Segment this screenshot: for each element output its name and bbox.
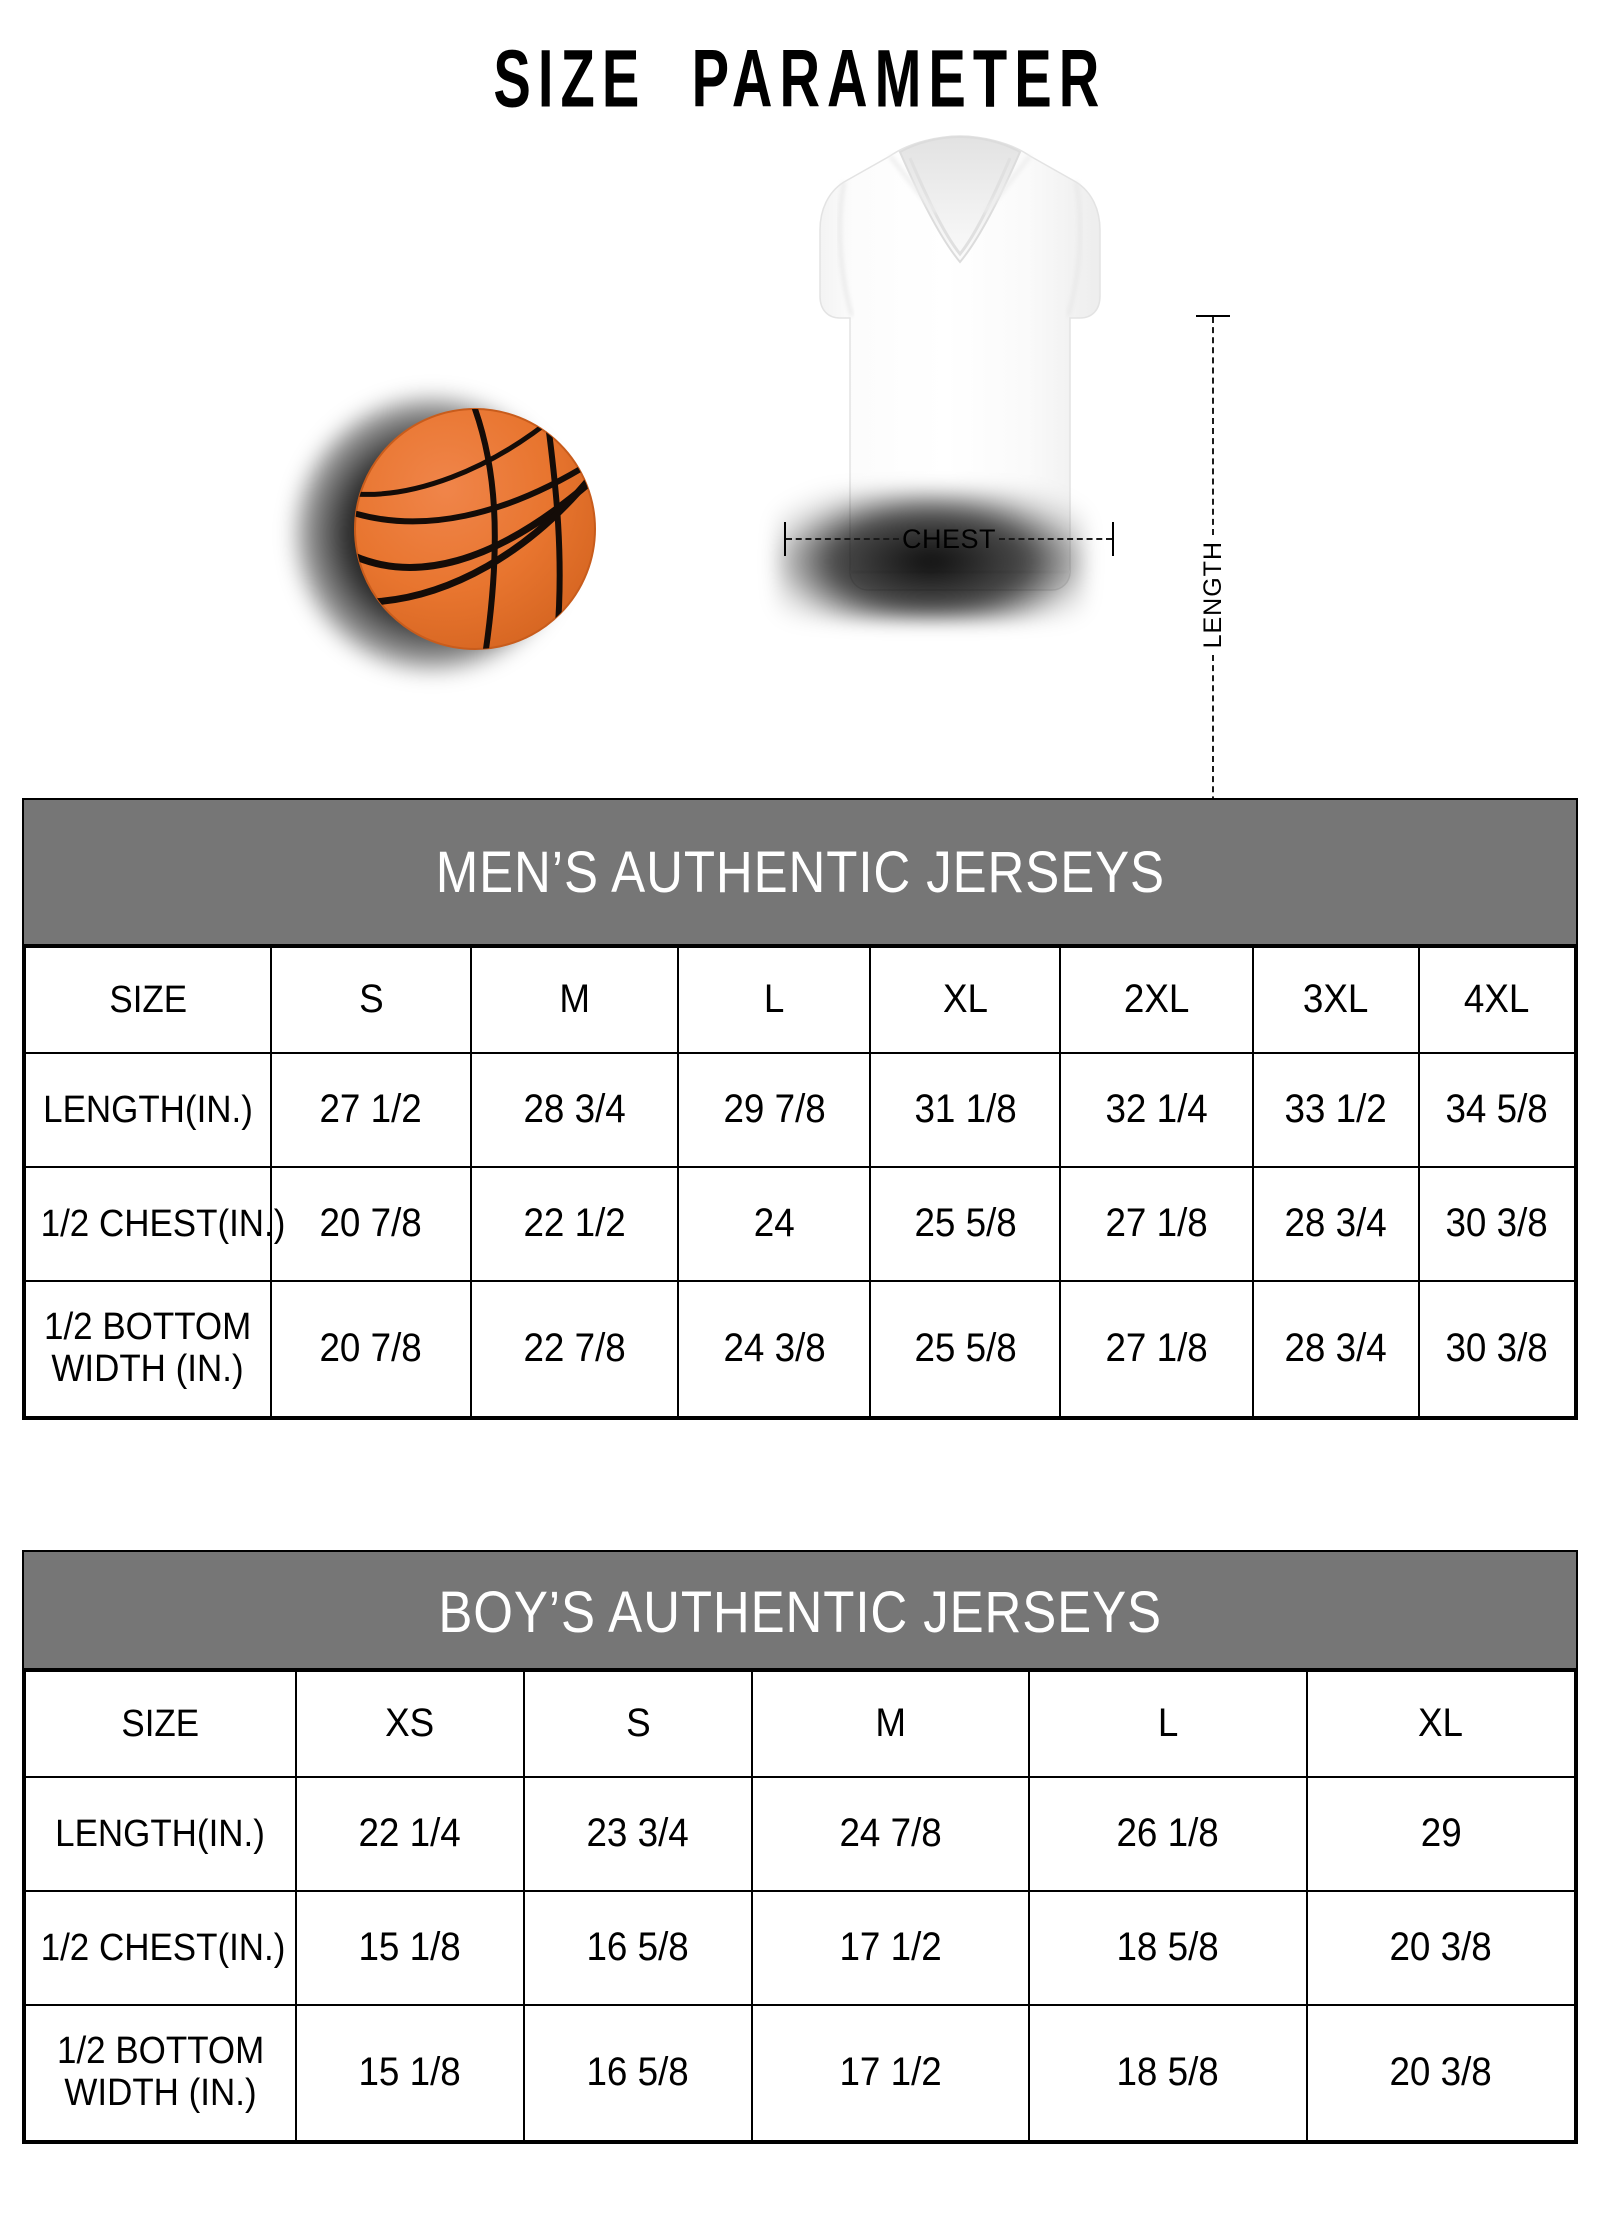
row-label-half-bottom-width: 1/2 BOTTOM WIDTH (IN.) bbox=[24, 2004, 297, 2142]
cell-bottom-m: 22 7/8 bbox=[470, 1280, 680, 1418]
column-header-2xl: 2XL bbox=[1059, 946, 1254, 1054]
cell-bottom-xs: 15 1/8 bbox=[294, 2004, 525, 2142]
mens-size-table-block: MEN’S AUTHENTIC JERSEYS SIZE S M L XL 2X… bbox=[22, 798, 1578, 1420]
cell-bottom-l: 24 3/8 bbox=[677, 1280, 872, 1418]
boys-table-heading: BOY’S AUTHENTIC JERSEYS bbox=[24, 1552, 1576, 1670]
cell-length-l: 29 7/8 bbox=[677, 1052, 872, 1168]
chest-dimension-label: CHEST bbox=[902, 523, 997, 554]
cell-length-s: 27 1/2 bbox=[269, 1052, 473, 1168]
cell-chest-xl: 20 3/8 bbox=[1305, 1890, 1577, 2006]
page-title: SIZE PARAMETER bbox=[493, 33, 1107, 125]
cell-length-4xl: 34 5/8 bbox=[1418, 1052, 1576, 1168]
table-row: 1/2 CHEST(IN.) 20 7/8 22 1/2 24 25 5/8 2… bbox=[24, 1166, 1576, 1282]
cell-bottom-s: 16 5/8 bbox=[522, 2004, 754, 2142]
cell-length-m: 28 3/4 bbox=[470, 1052, 680, 1168]
column-header-size: SIZE bbox=[24, 1670, 297, 1778]
mens-table-heading-text: MEN’S AUTHENTIC JERSEYS bbox=[435, 840, 1165, 905]
cell-length-s: 23 3/4 bbox=[522, 1776, 754, 1892]
cell-bottom-l: 18 5/8 bbox=[1028, 2004, 1308, 2142]
cell-bottom-xl: 20 3/8 bbox=[1305, 2004, 1577, 2142]
length-dimension-label: LENGTH bbox=[1198, 541, 1227, 649]
chest-dimension-line: CHEST bbox=[784, 522, 1115, 556]
table-row: LENGTH(IN.) 27 1/2 28 3/4 29 7/8 31 1/8 … bbox=[24, 1052, 1576, 1168]
cell-length-xl: 29 bbox=[1305, 1776, 1577, 1892]
table-header-row: SIZE XS S M L XL bbox=[24, 1670, 1577, 1778]
row-label-line1: 1/2 BOTTOM bbox=[56, 2029, 264, 2072]
row-label-line2: WIDTH (IN.) bbox=[64, 2072, 257, 2115]
cell-chest-4xl: 30 3/8 bbox=[1418, 1166, 1576, 1282]
chest-dim-cap-left bbox=[784, 522, 786, 556]
row-label-length: LENGTH(IN.) bbox=[24, 1052, 272, 1168]
column-header-size: SIZE bbox=[24, 946, 272, 1054]
boys-size-table: SIZE XS S M L XL LENGTH(IN.) 22 1/4 23 3… bbox=[24, 1670, 1577, 2142]
cell-chest-s: 16 5/8 bbox=[522, 1890, 754, 2006]
cell-bottom-4xl: 30 3/8 bbox=[1418, 1280, 1576, 1418]
cell-chest-m: 22 1/2 bbox=[470, 1166, 680, 1282]
boys-table-heading-text: BOY’S AUTHENTIC JERSEYS bbox=[438, 1580, 1162, 1645]
column-header-m: M bbox=[751, 1670, 1031, 1778]
column-header-l: L bbox=[677, 946, 872, 1054]
column-header-s: S bbox=[269, 946, 473, 1054]
cell-chest-s: 20 7/8 bbox=[269, 1166, 473, 1282]
table-row: LENGTH(IN.) 22 1/4 23 3/4 24 7/8 26 1/8 … bbox=[24, 1776, 1577, 1892]
jersey-graphic bbox=[740, 120, 1180, 700]
jersey-shadow bbox=[776, 490, 1086, 620]
basketball-graphic bbox=[296, 390, 630, 690]
cell-bottom-xl: 25 5/8 bbox=[869, 1280, 1062, 1418]
column-header-xl: XL bbox=[869, 946, 1062, 1054]
table-row: 1/2 BOTTOM WIDTH (IN.) 15 1/8 16 5/8 17 … bbox=[24, 2004, 1577, 2142]
length-dim-cap-top bbox=[1196, 315, 1230, 317]
row-label-line1: 1/2 BOTTOM bbox=[44, 1305, 252, 1348]
cell-length-m: 24 7/8 bbox=[751, 1776, 1031, 1892]
cell-bottom-2xl: 27 1/8 bbox=[1059, 1280, 1254, 1418]
basketball-icon bbox=[354, 408, 596, 650]
cell-length-3xl: 33 1/2 bbox=[1251, 1052, 1421, 1168]
cell-chest-3xl: 28 3/4 bbox=[1251, 1166, 1421, 1282]
table-row: 1/2 BOTTOM WIDTH (IN.) 20 7/8 22 7/8 24 … bbox=[24, 1280, 1576, 1418]
mens-size-table: SIZE S M L XL 2XL 3XL 4XL LENGTH(IN.) 27… bbox=[24, 946, 1576, 1418]
boys-size-table-block: BOY’S AUTHENTIC JERSEYS SIZE XS S M L XL… bbox=[22, 1550, 1578, 2144]
cell-chest-2xl: 27 1/8 bbox=[1059, 1166, 1254, 1282]
page-title-container: SIZE PARAMETER bbox=[0, 38, 1600, 120]
cell-bottom-3xl: 28 3/4 bbox=[1251, 1280, 1421, 1418]
row-label-half-chest: 1/2 CHEST(IN.) bbox=[24, 1890, 297, 2006]
cell-length-xl: 31 1/8 bbox=[869, 1052, 1062, 1168]
cell-chest-xs: 15 1/8 bbox=[294, 1890, 525, 2006]
illustration-area: CHEST LENGTH bbox=[0, 135, 1600, 875]
column-header-xs: XS bbox=[294, 1670, 525, 1778]
row-label-half-chest: 1/2 CHEST(IN.) bbox=[24, 1166, 285, 1282]
table-header-row: SIZE S M L XL 2XL 3XL 4XL bbox=[24, 946, 1576, 1054]
cell-length-2xl: 32 1/4 bbox=[1059, 1052, 1254, 1168]
cell-length-xs: 22 1/4 bbox=[294, 1776, 525, 1892]
chest-dim-dash-left bbox=[786, 538, 899, 540]
cell-bottom-m: 17 1/2 bbox=[751, 2004, 1031, 2142]
column-header-4xl: 4XL bbox=[1418, 946, 1576, 1054]
cell-chest-m: 17 1/2 bbox=[751, 1890, 1031, 2006]
cell-chest-l: 24 bbox=[677, 1166, 872, 1282]
length-dim-dash-top bbox=[1212, 317, 1214, 536]
row-label-half-bottom-width: 1/2 BOTTOM WIDTH (IN.) bbox=[24, 1280, 272, 1418]
mens-table-heading: MEN’S AUTHENTIC JERSEYS bbox=[24, 800, 1576, 946]
cell-chest-xl: 25 5/8 bbox=[869, 1166, 1062, 1282]
chest-dim-dash-right bbox=[999, 538, 1113, 540]
column-header-s: S bbox=[522, 1670, 754, 1778]
chest-dim-cap-right bbox=[1112, 522, 1115, 556]
length-dimension-line: LENGTH bbox=[1196, 315, 1230, 875]
row-label-line2: WIDTH (IN.) bbox=[51, 1348, 244, 1391]
cell-chest-l: 18 5/8 bbox=[1028, 1890, 1308, 2006]
column-header-3xl: 3XL bbox=[1251, 946, 1421, 1054]
row-label-length: LENGTH(IN.) bbox=[24, 1776, 297, 1892]
cell-bottom-s: 20 7/8 bbox=[269, 1280, 473, 1418]
cell-length-l: 26 1/8 bbox=[1028, 1776, 1308, 1892]
column-header-m: M bbox=[470, 946, 680, 1054]
table-row: 1/2 CHEST(IN.) 15 1/8 16 5/8 17 1/2 18 5… bbox=[24, 1890, 1577, 2006]
column-header-l: L bbox=[1028, 1670, 1308, 1778]
length-dim-dash-bottom bbox=[1212, 654, 1214, 873]
column-header-xl: XL bbox=[1305, 1670, 1577, 1778]
